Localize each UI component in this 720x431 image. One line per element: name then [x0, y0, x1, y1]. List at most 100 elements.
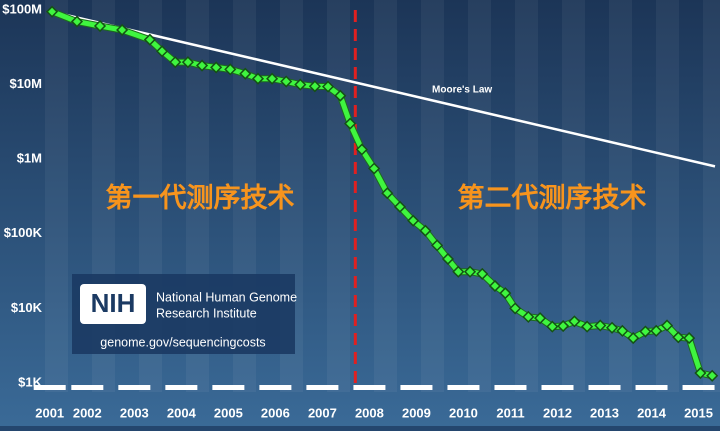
x-tick-label: 2015	[684, 405, 713, 420]
x-tick-label: 2004	[167, 405, 197, 420]
x-tick-bar	[33, 385, 66, 390]
x-tick-bar	[588, 385, 621, 390]
background-stripe	[515, 0, 538, 392]
background-stripe	[421, 0, 444, 392]
x-tick-label: 2012	[543, 405, 572, 420]
data-point	[534, 312, 547, 325]
logo-line: Research Institute	[156, 306, 257, 320]
data-point	[116, 23, 129, 37]
x-tick-bar	[212, 385, 245, 390]
x-tick-label: 2005	[214, 405, 243, 420]
data-point	[488, 279, 502, 293]
data-point	[627, 332, 640, 345]
x-tick-label: 2009	[402, 405, 431, 420]
data-point	[683, 332, 696, 345]
x-tick-label: 2013	[590, 405, 619, 420]
background-stripe	[468, 0, 491, 392]
series-label: Moore's Law	[432, 85, 492, 96]
data-point	[650, 324, 663, 337]
data-point	[706, 369, 719, 382]
data-point	[441, 252, 455, 266]
data-point	[381, 187, 394, 200]
background-stripe	[327, 0, 350, 392]
data-point	[393, 200, 407, 213]
background-stripe	[609, 0, 632, 392]
data-point	[605, 321, 619, 334]
data-point	[568, 315, 581, 328]
data-point	[280, 75, 293, 88]
x-tick-bar	[400, 385, 433, 390]
logo-line: National Human Genome	[156, 290, 297, 304]
x-tick-label: 2010	[449, 405, 478, 420]
x-tick-bar	[118, 385, 151, 390]
data-point	[660, 319, 674, 332]
background-stripe	[45, 0, 68, 392]
data-point	[70, 15, 84, 28]
x-tick-label: 2008	[355, 405, 384, 420]
x-tick-bar	[353, 385, 386, 390]
data-point	[594, 319, 607, 332]
logo: NIH National Human Genome Research Insti…	[72, 274, 297, 354]
logo-badge	[80, 284, 146, 324]
data-point	[431, 239, 444, 252]
x-tick-bar	[306, 385, 339, 390]
data-point	[616, 324, 629, 337]
data-point	[355, 143, 368, 156]
data-point	[522, 310, 535, 323]
data-point	[452, 265, 465, 278]
y-tick-label: $1M	[17, 151, 42, 166]
data-point	[407, 214, 420, 227]
data-point	[169, 56, 182, 69]
data-point	[181, 56, 194, 69]
y-tick-label: $10M	[9, 76, 42, 91]
x-tick-bar	[447, 385, 480, 390]
background-stripe	[562, 0, 585, 392]
data-point	[694, 366, 707, 380]
data-point	[45, 5, 59, 18]
data-point	[156, 45, 169, 58]
data-point	[499, 287, 512, 300]
data-point	[321, 80, 335, 93]
x-tick-bar	[541, 385, 574, 390]
x-tick-bar	[494, 385, 527, 390]
background-stripe	[656, 0, 679, 392]
data-point	[143, 33, 156, 46]
data-point	[368, 162, 381, 175]
x-tick-label: 2002	[73, 405, 102, 420]
data-point	[93, 19, 107, 33]
x-tick-bar	[259, 385, 292, 390]
logo-mark: NIH	[91, 288, 136, 318]
data-point	[581, 320, 594, 333]
data-point	[639, 325, 652, 338]
data-point	[509, 302, 522, 315]
data-point	[195, 59, 209, 72]
data-point	[476, 267, 489, 280]
x-tick-label: 2001	[35, 405, 64, 420]
x-tick-bar	[635, 385, 668, 390]
data-point	[463, 265, 477, 278]
logo-url: genome.gov/sequencingcosts	[100, 335, 265, 349]
x-tick-label: 2003	[120, 405, 149, 420]
y-tick-label: $10K	[11, 300, 43, 315]
y-tick-label: $100M	[2, 1, 42, 16]
data-point	[266, 72, 279, 85]
x-tick-label: 2014	[637, 405, 667, 420]
x-tick-bar	[682, 385, 715, 390]
data-point	[419, 224, 432, 237]
data-point	[251, 72, 265, 85]
x-tick-bar	[165, 385, 198, 390]
x-tick-label: 2007	[308, 405, 337, 420]
data-point	[239, 67, 252, 80]
series-line	[51, 10, 716, 168]
data-point	[344, 117, 357, 130]
data-point	[334, 89, 347, 102]
data-point	[210, 61, 223, 74]
data-point	[308, 80, 321, 93]
data-point	[672, 331, 685, 344]
x-tick-label: 2011	[496, 405, 524, 420]
y-tick-label: $100K	[4, 225, 43, 240]
background-stripe	[703, 0, 720, 392]
data-point	[224, 63, 237, 76]
